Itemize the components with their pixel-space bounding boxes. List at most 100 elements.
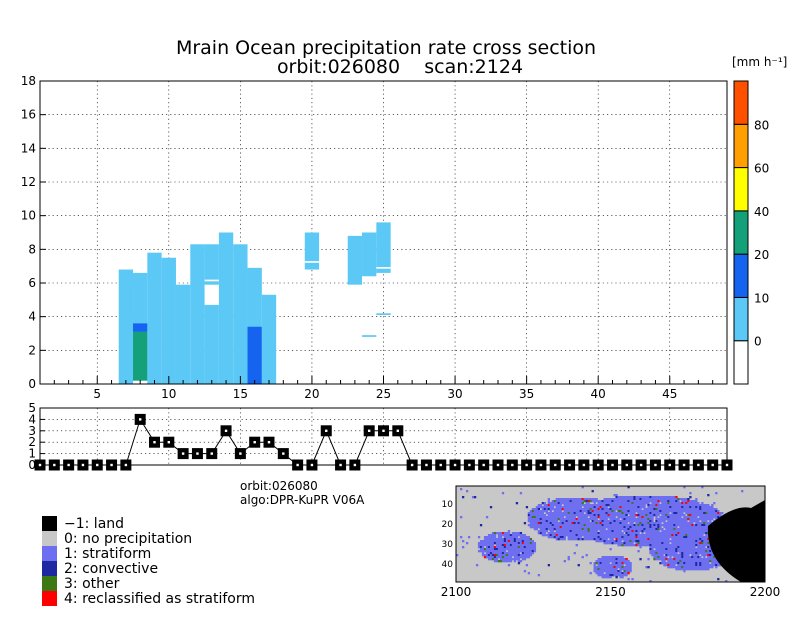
map-cell [635, 542, 638, 545]
map-cell [563, 528, 566, 531]
map-cell [609, 498, 612, 501]
map-cell [665, 514, 668, 517]
map-cell [605, 568, 608, 571]
map-cell [643, 520, 646, 523]
map-cell [711, 506, 714, 509]
map-cell [479, 540, 483, 543]
map-cell [567, 534, 570, 537]
map-cell [689, 550, 692, 553]
map-cell [573, 504, 576, 507]
map-cell [715, 508, 718, 511]
map-cell [605, 514, 608, 517]
map-cell [529, 524, 533, 527]
map-cell [501, 492, 505, 495]
map-cell [653, 536, 656, 539]
map-cell [635, 498, 638, 501]
map-cell [549, 510, 552, 513]
map-cell [689, 568, 692, 571]
map-cell [629, 536, 632, 539]
map-cell [491, 532, 495, 535]
map-cell [507, 540, 511, 543]
map-cell [599, 518, 602, 521]
map-cell [663, 522, 666, 525]
map-cell [665, 524, 668, 527]
map-cell [701, 544, 704, 547]
map-cell [581, 532, 584, 535]
map-cell [717, 514, 720, 517]
colorbar-unit-label: [mm h⁻¹] [732, 55, 787, 69]
map-cell [607, 502, 610, 505]
map-cell [609, 512, 612, 515]
rain-type-point-center [682, 463, 686, 467]
map-cell [643, 516, 646, 519]
map-cell [599, 566, 602, 569]
map-cell [561, 508, 564, 511]
map-cell [665, 538, 668, 541]
map-cell [617, 560, 620, 563]
map-cell [527, 514, 531, 517]
rain-type-point-center [639, 463, 643, 467]
map-cell [631, 516, 634, 519]
map-cell [645, 496, 648, 499]
map-cell [539, 510, 543, 513]
map-cell [625, 538, 628, 541]
map-cell [663, 550, 666, 553]
map-cell [609, 556, 612, 559]
map-cell [527, 554, 531, 557]
map-cell [477, 536, 481, 539]
map-cell [591, 516, 594, 519]
map-cell [651, 540, 654, 543]
map-cell [577, 528, 580, 531]
map-cell [479, 524, 483, 527]
map-cell [625, 504, 628, 507]
map-cell [693, 530, 696, 533]
map-cell [513, 540, 517, 543]
map-cell [625, 502, 628, 505]
map-y-tick-label: 40 [442, 560, 454, 570]
map-cell [705, 506, 708, 509]
map-cell [573, 526, 576, 529]
map-cell [631, 506, 634, 509]
map-cell [673, 558, 676, 561]
map-cell [561, 538, 564, 541]
map-cell [627, 500, 630, 503]
map-cell [653, 504, 656, 507]
map-cell [465, 542, 469, 545]
map-cell [547, 512, 550, 515]
map-cell [599, 538, 602, 541]
map-cell [617, 514, 620, 517]
map-cell [639, 524, 642, 527]
map-cell [715, 562, 718, 565]
map-cell [587, 522, 590, 525]
map-cell [613, 534, 616, 537]
map-cell [515, 546, 519, 549]
map-cell [611, 558, 614, 561]
map-cell [579, 536, 582, 539]
rain-type-point-center [439, 463, 442, 467]
map-cell [527, 520, 531, 523]
map-cell [667, 566, 670, 569]
map-cell [701, 558, 704, 561]
map-cell [557, 506, 560, 509]
map-cell [499, 540, 503, 543]
map-cell [585, 526, 588, 529]
map-cell [639, 558, 642, 561]
map-cell [665, 542, 668, 545]
map-cell [603, 522, 606, 525]
map-cell [637, 502, 640, 505]
map-cell [487, 554, 491, 557]
map-cell [571, 498, 574, 501]
map-cell [539, 522, 543, 525]
map-cell [499, 534, 503, 537]
map-cell [699, 504, 702, 507]
no-echo-gap [304, 261, 320, 263]
map-cell [691, 554, 694, 557]
map-cell [621, 506, 624, 509]
map-cell [689, 492, 692, 495]
map-cell [641, 506, 644, 509]
map-cell [601, 538, 604, 541]
map-cell [665, 516, 668, 519]
map-cell [563, 500, 566, 503]
map-cell [615, 504, 618, 507]
map-cell [533, 526, 537, 529]
